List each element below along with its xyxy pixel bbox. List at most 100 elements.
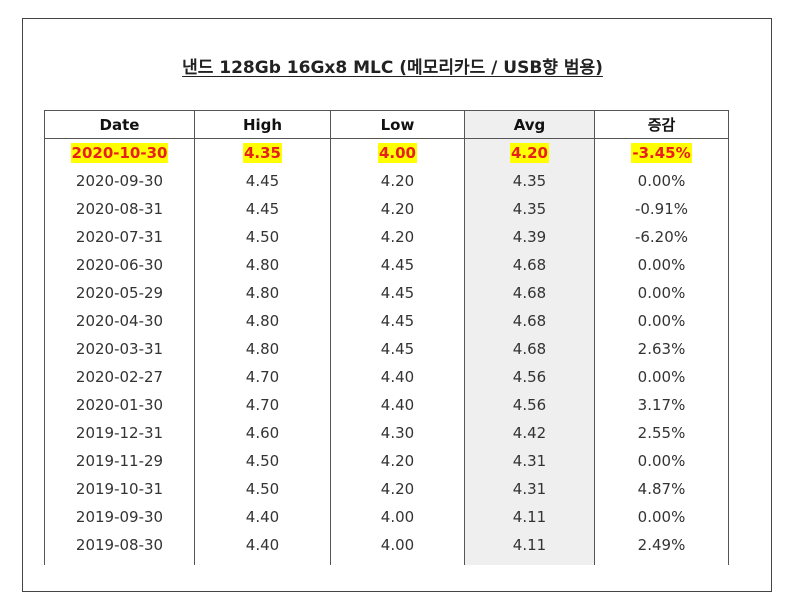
cell-high: 4.50 (194, 223, 331, 251)
cell-low: 4.00 (330, 503, 465, 531)
cell-low: 4.30 (330, 419, 465, 447)
cell-date: 2020-02-27 (44, 363, 195, 391)
header-low: Low (330, 110, 465, 139)
cell-empty (330, 559, 465, 565)
table-row: 2020-06-30 4.80 4.45 4.68 0.00% (44, 251, 729, 279)
cell-date: 2019-11-29 (44, 447, 195, 475)
cell-empty (594, 559, 729, 565)
cell-low: 4.20 (330, 167, 465, 195)
cell-date: 2020-08-31 (44, 195, 195, 223)
cell-avg: 4.35 (464, 195, 595, 223)
header-high: High (194, 110, 331, 139)
cell-avg: 4.11 (464, 503, 595, 531)
table-row: 2019-09-30 4.40 4.00 4.11 0.00% (44, 503, 729, 531)
cell-date: 2020-05-29 (44, 279, 195, 307)
cell-high: 4.45 (194, 167, 331, 195)
cell-avg: 4.35 (464, 167, 595, 195)
cell-avg: 4.11 (464, 531, 595, 559)
cell-high: 4.80 (194, 279, 331, 307)
table-row: 2019-11-29 4.50 4.20 4.31 0.00% (44, 447, 729, 475)
cell-date: 2020-10-30 (44, 138, 195, 167)
cell-low: 4.40 (330, 391, 465, 419)
cell-change: 0.00% (594, 307, 729, 335)
cell-change: 0.00% (594, 447, 729, 475)
cell-avg: 4.39 (464, 223, 595, 251)
cell-date: 2019-10-31 (44, 475, 195, 503)
cell-high: 4.80 (194, 307, 331, 335)
cell-change: -3.45% (594, 138, 729, 167)
cell-avg: 4.68 (464, 335, 595, 363)
cell-low: 4.45 (330, 251, 465, 279)
cell-avg: 4.68 (464, 307, 595, 335)
table-row: 2020-05-29 4.80 4.45 4.68 0.00% (44, 279, 729, 307)
table-row: 2020-01-30 4.70 4.40 4.56 3.17% (44, 391, 729, 419)
table-row: 2020-07-31 4.50 4.20 4.39 -6.20% (44, 223, 729, 251)
cell-low: 4.20 (330, 447, 465, 475)
cell-low: 4.45 (330, 279, 465, 307)
cell-avg: 4.68 (464, 279, 595, 307)
cell-change: 0.00% (594, 503, 729, 531)
table-row: 2019-08-30 4.40 4.00 4.11 2.49% (44, 531, 729, 559)
cell-avg: 4.31 (464, 447, 595, 475)
cell-high: 4.40 (194, 503, 331, 531)
cell-high: 4.70 (194, 363, 331, 391)
document-frame (22, 18, 772, 592)
cell-date: 2020-09-30 (44, 167, 195, 195)
table-row: 2020-10-30 4.35 4.00 4.20 -3.45% (44, 138, 729, 167)
cell-change: 2.63% (594, 335, 729, 363)
table-title: 낸드 128Gb 16Gx8 MLC (메모리카드 / USB향 범용) (0, 53, 785, 78)
highlighted-value: 4.20 (509, 143, 549, 163)
price-table: Date High Low Avg 증감 2020-10-30 4.35 4.00 4… (44, 110, 729, 565)
table-title-text: 낸드 128Gb 16Gx8 MLC (메모리카드 / USB향 범용) (182, 58, 603, 78)
cell-avg: 4.68 (464, 251, 595, 279)
cell-change: 0.00% (594, 279, 729, 307)
header-change: 증감 (594, 110, 729, 139)
table-row: 2020-02-27 4.70 4.40 4.56 0.00% (44, 363, 729, 391)
table-row: 2019-10-31 4.50 4.20 4.31 4.87% (44, 475, 729, 503)
cell-low: 4.00 (330, 531, 465, 559)
cell-avg: 4.56 (464, 363, 595, 391)
cell-low: 4.40 (330, 363, 465, 391)
cell-empty (44, 559, 195, 565)
cell-change: 2.49% (594, 531, 729, 559)
cell-low: 4.20 (330, 223, 465, 251)
cell-empty (464, 559, 595, 565)
cell-avg: 4.56 (464, 391, 595, 419)
cell-change: 4.87% (594, 475, 729, 503)
cell-change: 0.00% (594, 251, 729, 279)
cell-low: 4.45 (330, 307, 465, 335)
cell-low: 4.45 (330, 335, 465, 363)
cell-high: 4.40 (194, 531, 331, 559)
cell-change: -6.20% (594, 223, 729, 251)
table-row: 2020-08-31 4.45 4.20 4.35 -0.91% (44, 195, 729, 223)
cell-change: 0.00% (594, 167, 729, 195)
cell-high: 4.80 (194, 251, 331, 279)
cell-date: 2020-06-30 (44, 251, 195, 279)
cell-low: 4.00 (330, 138, 465, 167)
highlighted-value: 2020-10-30 (70, 143, 169, 163)
cell-avg: 4.42 (464, 419, 595, 447)
cell-date: 2019-12-31 (44, 419, 195, 447)
cell-high: 4.70 (194, 391, 331, 419)
highlighted-value: -3.45% (631, 143, 692, 163)
cell-change: 0.00% (594, 363, 729, 391)
header-row: Date High Low Avg 증감 (44, 110, 729, 139)
cell-low: 4.20 (330, 195, 465, 223)
table-row: 2020-09-30 4.45 4.20 4.35 0.00% (44, 167, 729, 195)
cell-change: 2.55% (594, 419, 729, 447)
cell-date: 2020-03-31 (44, 335, 195, 363)
cell-change: -0.91% (594, 195, 729, 223)
cell-change: 3.17% (594, 391, 729, 419)
table-row-cutoff (44, 559, 729, 565)
cell-high: 4.60 (194, 419, 331, 447)
table-row: 2020-04-30 4.80 4.45 4.68 0.00% (44, 307, 729, 335)
cell-low: 4.20 (330, 475, 465, 503)
table-row: 2019-12-31 4.60 4.30 4.42 2.55% (44, 419, 729, 447)
cell-high: 4.50 (194, 475, 331, 503)
cell-avg: 4.20 (464, 138, 595, 167)
cell-date: 2019-08-30 (44, 531, 195, 559)
header-avg: Avg (464, 110, 595, 139)
cell-date: 2020-07-31 (44, 223, 195, 251)
cell-high: 4.35 (194, 138, 331, 167)
cell-date: 2020-04-30 (44, 307, 195, 335)
